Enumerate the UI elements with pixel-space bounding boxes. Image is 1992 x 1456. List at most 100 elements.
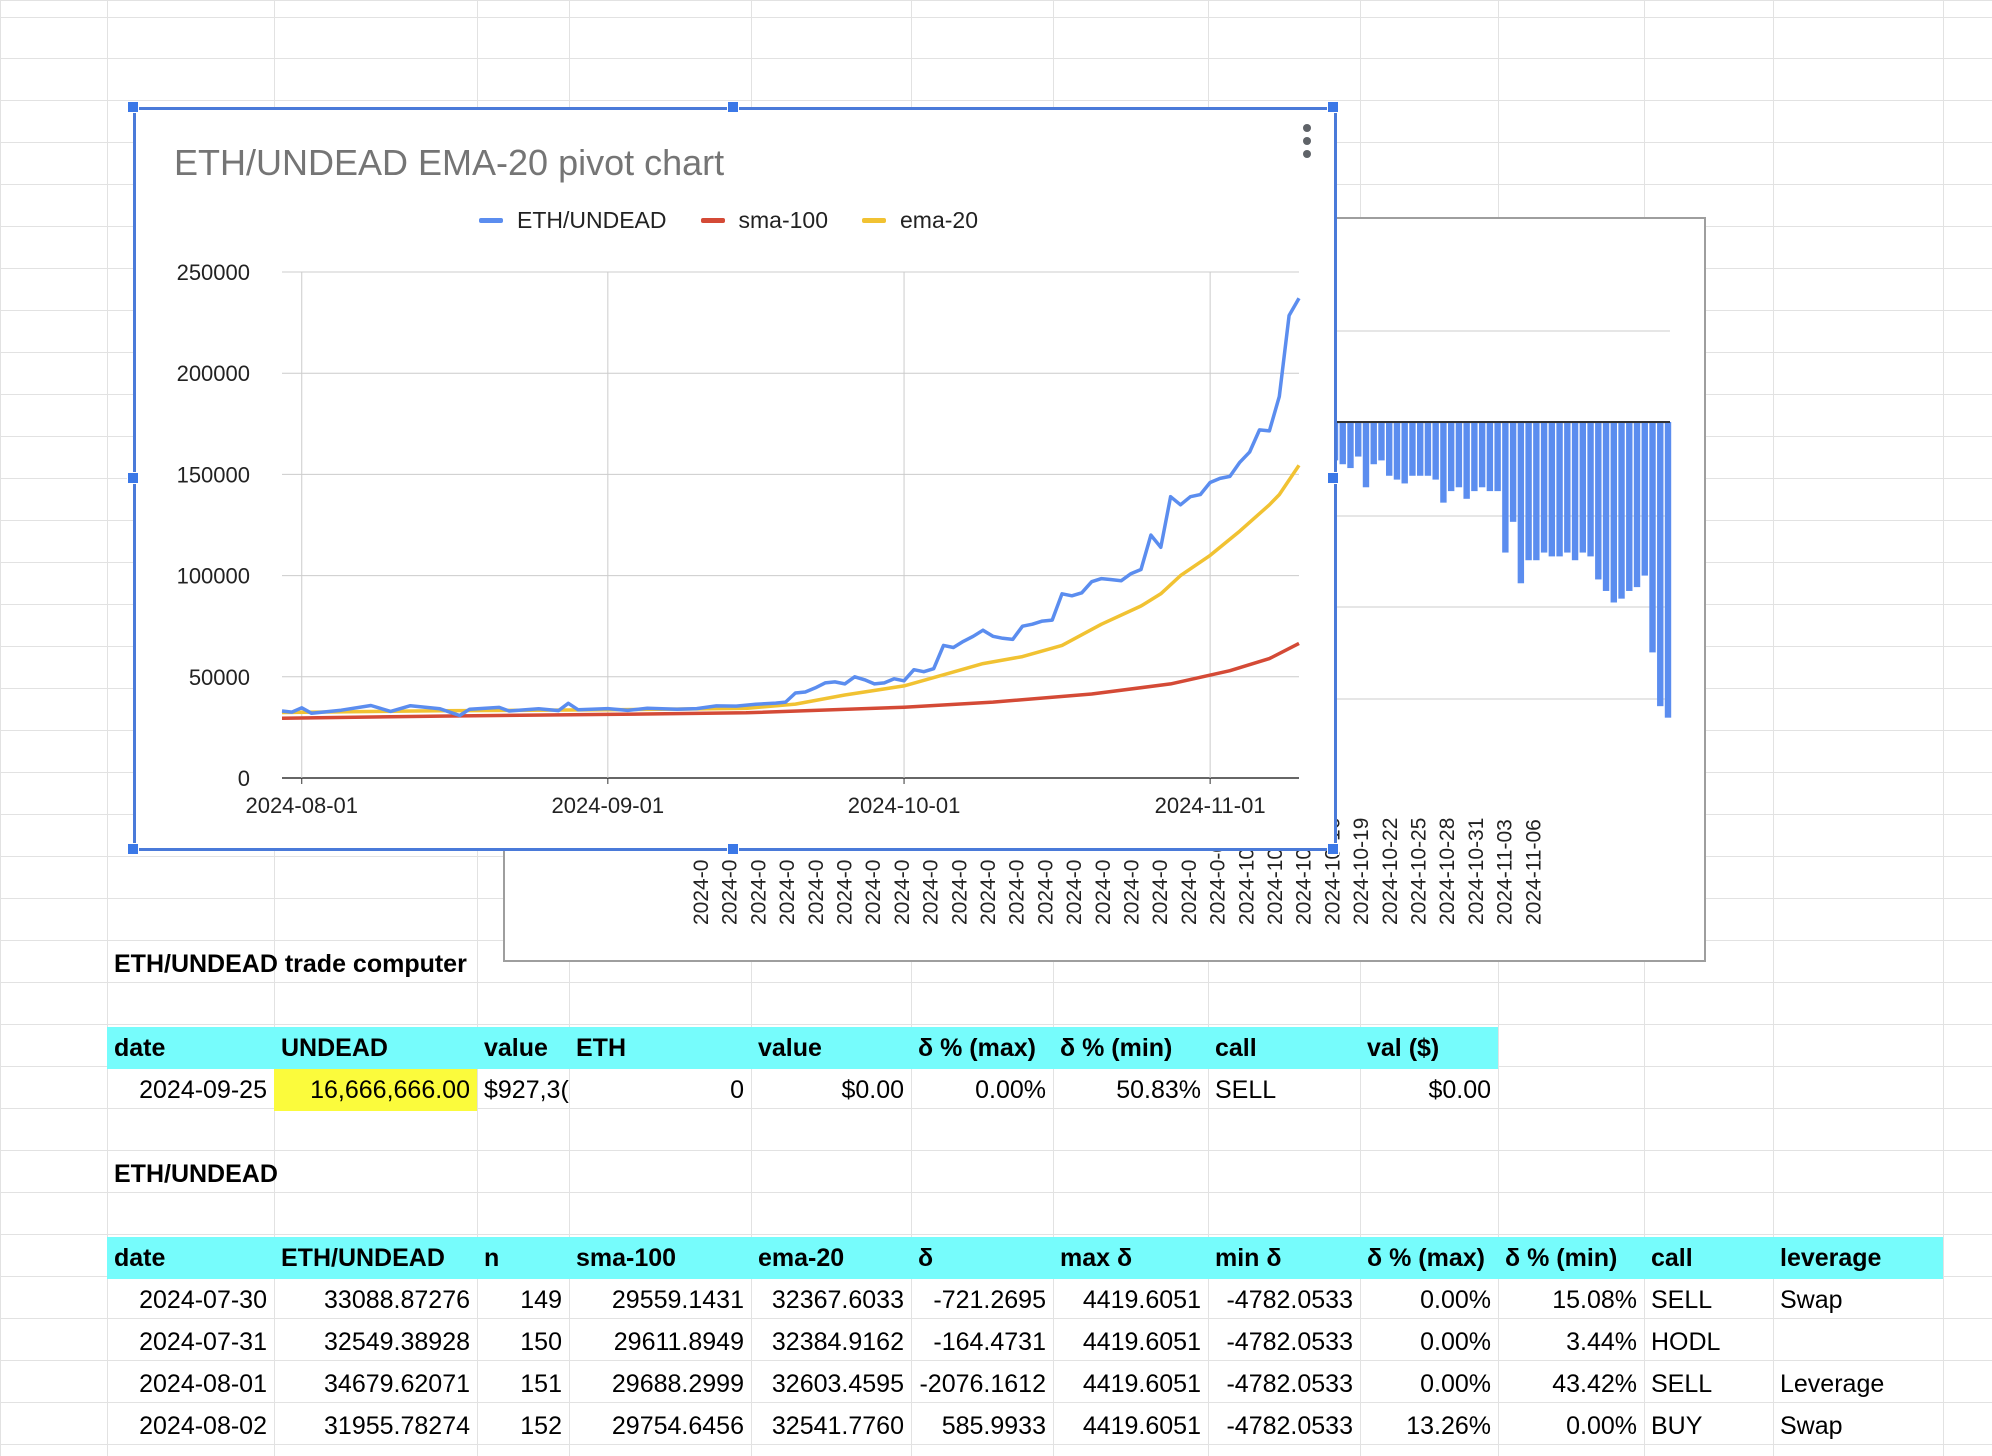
data-cell[interactable]: Swap [1780, 1285, 1843, 1314]
bar[interactable] [1649, 422, 1656, 653]
bar[interactable] [1471, 422, 1478, 492]
resize-handle-top-left[interactable] [127, 101, 139, 113]
data-cell[interactable]: 0.00% [1420, 1327, 1491, 1356]
bar[interactable] [1664, 422, 1672, 718]
bar[interactable] [1626, 422, 1633, 591]
header-cell[interactable]: value [751, 1027, 911, 1069]
data-cell[interactable]: -4782.0533 [1226, 1285, 1353, 1314]
resize-handle-bottom-left[interactable] [127, 843, 139, 855]
bar[interactable] [1378, 422, 1385, 461]
bar[interactable] [1432, 422, 1439, 480]
data-cell[interactable]: SELL [1651, 1369, 1713, 1398]
header-cell[interactable]: δ % (max) [1360, 1237, 1498, 1279]
bar[interactable] [1355, 422, 1362, 457]
data-cell[interactable]: 2024-07-31 [139, 1327, 267, 1356]
header-cell[interactable]: leverage [1773, 1237, 1943, 1279]
bar[interactable] [1571, 422, 1579, 561]
data-cell[interactable]: 43.42% [1552, 1369, 1637, 1398]
bar[interactable] [1424, 422, 1432, 476]
data-cell[interactable]: 32541.7760 [771, 1411, 904, 1440]
data-cell[interactable]: 4419.6051 [1082, 1411, 1201, 1440]
data-cell[interactable]: 0 [730, 1075, 744, 1104]
header-cell[interactable]: sma-100 [569, 1237, 751, 1279]
data-cell[interactable]: SELL [1651, 1285, 1713, 1314]
bar[interactable] [1347, 422, 1354, 469]
data-cell[interactable]: Swap [1780, 1411, 1843, 1440]
bar[interactable] [1610, 422, 1617, 603]
series-line-ema-20[interactable] [281, 464, 1301, 715]
data-cell[interactable]: SELL [1215, 1075, 1277, 1104]
bar[interactable] [1478, 422, 1486, 488]
data-cell[interactable]: 13.26% [1406, 1411, 1491, 1440]
bar[interactable] [1540, 422, 1548, 553]
bar[interactable] [1509, 422, 1517, 522]
bar[interactable] [1564, 422, 1571, 553]
series-line-eth-undead[interactable] [281, 297, 1301, 718]
bar[interactable] [1362, 422, 1370, 488]
bar[interactable] [1641, 422, 1648, 576]
bar[interactable] [1579, 422, 1587, 553]
header-cell[interactable]: ema-20 [751, 1237, 911, 1279]
resize-handle-bottom-center[interactable] [727, 843, 739, 855]
bar[interactable] [1587, 422, 1594, 557]
data-cell[interactable]: $927,3( [484, 1075, 569, 1104]
header-cell[interactable]: min δ [1208, 1237, 1360, 1279]
bar[interactable] [1548, 422, 1556, 557]
header-cell[interactable]: date [107, 1027, 274, 1069]
resize-handle-top-right[interactable] [1327, 101, 1339, 113]
data-cell[interactable]: 4419.6051 [1082, 1285, 1201, 1314]
data-cell[interactable]: $0.00 [1428, 1075, 1491, 1104]
bar[interactable] [1633, 422, 1641, 588]
table-section-title[interactable]: ETH/UNDEAD [114, 1159, 278, 1188]
line-chart[interactable]: ETH/UNDEAD EMA-20 pivot chart ETH/UNDEAD… [133, 107, 1337, 851]
bar[interactable] [1455, 422, 1463, 488]
data-cell[interactable]: 3.44% [1566, 1327, 1637, 1356]
more-options-icon[interactable] [1303, 124, 1311, 158]
bar[interactable] [1494, 422, 1501, 492]
data-cell[interactable]: -721.2695 [933, 1285, 1046, 1314]
data-cell[interactable]: 50.83% [1116, 1075, 1201, 1104]
data-cell[interactable]: Leverage [1780, 1369, 1885, 1398]
data-cell[interactable]: HODL [1651, 1327, 1721, 1356]
data-cell[interactable]: 33088.87276 [324, 1285, 470, 1314]
legend-item-sma-100[interactable]: sma-100 [700, 207, 828, 234]
header-cell[interactable]: date [107, 1237, 274, 1279]
header-cell[interactable]: δ % (min) [1498, 1237, 1644, 1279]
bar[interactable] [1440, 422, 1447, 503]
data-cell[interactable]: 0.00% [975, 1075, 1046, 1104]
bar[interactable] [1525, 422, 1532, 561]
data-cell[interactable]: $0.00 [841, 1075, 904, 1104]
header-cell[interactable]: call [1208, 1027, 1360, 1069]
legend-item-eth-undead[interactable]: ETH/UNDEAD [479, 207, 667, 234]
header-cell[interactable]: n [477, 1237, 569, 1279]
resize-handle-middle-right[interactable] [1327, 472, 1339, 484]
bar[interactable] [1486, 422, 1494, 492]
bar[interactable] [1602, 422, 1610, 591]
data-cell[interactable]: 4419.6051 [1082, 1327, 1201, 1356]
data-cell[interactable]: 15.08% [1552, 1285, 1637, 1314]
data-cell[interactable]: 0.00% [1420, 1285, 1491, 1314]
bar[interactable] [1517, 422, 1525, 584]
data-cell[interactable]: 29754.6456 [611, 1411, 744, 1440]
data-cell[interactable]: 32603.4595 [771, 1369, 904, 1398]
header-cell[interactable]: val ($) [1360, 1027, 1498, 1069]
data-cell[interactable]: 29688.2999 [611, 1369, 744, 1398]
header-cell[interactable]: δ [911, 1237, 1053, 1279]
bar[interactable] [1556, 422, 1563, 557]
data-cell[interactable]: 29611.8949 [613, 1327, 744, 1356]
data-cell[interactable]: 0.00% [1566, 1411, 1637, 1440]
legend-item-ema-20[interactable]: ema-20 [862, 207, 978, 234]
data-cell[interactable]: 151 [520, 1369, 562, 1398]
data-cell[interactable]: 32384.9162 [771, 1327, 904, 1356]
series-line-sma-100[interactable] [281, 641, 1300, 720]
header-cell[interactable]: δ % (min) [1053, 1027, 1208, 1069]
data-cell[interactable]: 2024-08-01 [139, 1369, 267, 1398]
bar[interactable] [1409, 422, 1416, 476]
resize-handle-middle-left[interactable] [127, 472, 139, 484]
data-cell[interactable]: 32367.6033 [771, 1285, 904, 1314]
bar[interactable] [1386, 422, 1393, 476]
bar[interactable] [1370, 422, 1377, 465]
data-cell[interactable]: 152 [520, 1411, 562, 1440]
bar[interactable] [1339, 422, 1346, 465]
bar[interactable] [1595, 422, 1602, 580]
